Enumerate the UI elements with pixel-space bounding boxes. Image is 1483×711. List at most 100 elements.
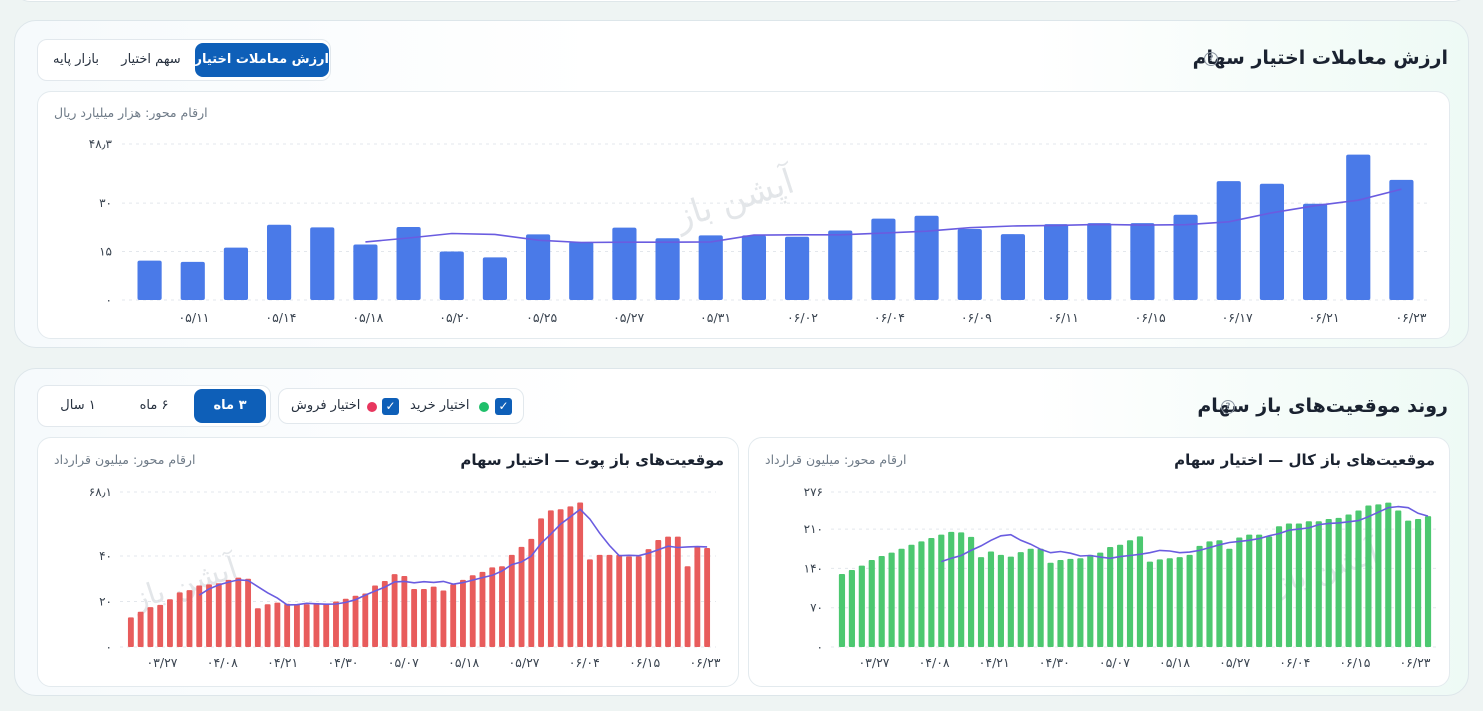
x-tick-label: ۰۶/۲۱ <box>1309 310 1340 325</box>
bar <box>1077 558 1084 647</box>
bar <box>957 228 982 300</box>
help-icon[interactable]: ? <box>1221 400 1235 414</box>
bar <box>264 604 271 647</box>
bar <box>186 590 193 647</box>
bar <box>538 518 545 647</box>
call-legend-label[interactable]: اختیار خرید <box>410 398 470 413</box>
x-tick-label: ۰۵/۱۱ <box>178 310 209 325</box>
x-tick-label: ۰۵/۰۷ <box>388 655 419 670</box>
tab-1-year[interactable]: ۱ سال <box>60 398 96 413</box>
call-dot <box>479 402 489 412</box>
bar <box>1335 517 1342 647</box>
bar <box>450 584 457 647</box>
bar <box>1037 548 1044 647</box>
x-tick-label: ۰۵/۰۷ <box>1099 655 1130 670</box>
y-tick-label: ۱۴۰ <box>804 561 823 575</box>
bar <box>1385 502 1392 647</box>
bar <box>157 604 164 647</box>
bar <box>137 260 162 300</box>
x-tick-label: ۰۴/۰۸ <box>919 655 950 670</box>
y-tick-label: ۱۵ <box>99 245 112 259</box>
bar <box>858 565 865 647</box>
bar <box>616 554 623 647</box>
bar <box>225 579 232 647</box>
bar <box>1285 523 1293 647</box>
bar <box>439 251 464 300</box>
tab-base-market[interactable]: بازار پایه <box>52 52 100 67</box>
put-checkbox[interactable]: ✓ <box>382 398 399 415</box>
bar <box>878 556 885 647</box>
bar <box>1126 540 1134 647</box>
bar <box>469 575 476 647</box>
bar <box>127 617 134 647</box>
bar <box>1196 545 1203 647</box>
bar <box>342 598 349 647</box>
bar <box>1216 181 1241 300</box>
tab-6-months[interactable]: ۶ ماه <box>139 398 169 413</box>
bar <box>1259 183 1285 300</box>
x-tick-label: ۰۶/۲۳ <box>1399 655 1430 670</box>
x-tick-label: ۰۵/۱۸ <box>448 655 479 670</box>
bar <box>1156 559 1163 647</box>
x-tick-label: ۰۵/۱۸ <box>1159 655 1190 670</box>
bar <box>206 584 212 647</box>
bar <box>1305 521 1312 647</box>
bar <box>704 547 711 647</box>
bar <box>1117 544 1124 647</box>
bar <box>303 604 310 647</box>
bar <box>635 556 642 647</box>
tab-options-share[interactable]: سهم اختیار <box>121 52 181 67</box>
x-tick-label: ۰۵/۲۵ <box>526 310 557 325</box>
x-tick-label: ۰۶/۰۴ <box>1279 655 1310 670</box>
put-chart-panel: موقعیت‌های باز پوت — اختیار سهام ارقام م… <box>37 437 739 687</box>
bar <box>420 588 427 647</box>
bar <box>612 227 637 300</box>
bar <box>586 559 593 647</box>
bar <box>626 556 632 647</box>
bar <box>176 592 183 647</box>
y-tick-label: ۲۰ <box>99 594 112 608</box>
bar <box>1325 518 1332 647</box>
bar <box>784 236 810 300</box>
bar <box>1007 556 1014 647</box>
x-tick-label: ۰۶/۰۲ <box>787 310 818 325</box>
x-tick-label: ۰۵/۲۷ <box>613 310 644 325</box>
tab-options-value[interactable]: ارزش معاملات اختیار <box>195 43 329 77</box>
bar <box>440 590 447 647</box>
value-bar-chart: آپشن باز ۰ ۱۵ ۳۰ ۴۸٫۳ ۰۵/۱۱ ۰۵/۱۴ ۰۵/۱۸ ۰۵/۲۰ ۰۵… <box>89 137 1427 325</box>
bar <box>391 574 398 647</box>
axis-unit-note: ارقام محور: هزار میلیارد ریال <box>54 105 208 120</box>
x-tick-label: ۰۳/۲۷ <box>858 655 889 670</box>
x-tick-label: ۰۶/۱۵ <box>629 655 660 670</box>
bar <box>1057 559 1064 647</box>
bar <box>997 554 1004 647</box>
help-icon[interactable]: ? <box>1204 52 1218 66</box>
view-tabs: ارزش معاملات اختیار سهم اختیار بازار پای… <box>37 39 331 81</box>
bar <box>569 241 594 300</box>
call-chart-panel: موقعیت‌های باز کال — اختیار سهام ارقام م… <box>748 437 1450 687</box>
bar <box>1355 510 1362 647</box>
bar <box>655 540 662 647</box>
y-tick-label: ۳۰ <box>99 196 112 210</box>
call-checkbox[interactable]: ✓ <box>495 398 512 415</box>
bar <box>1365 505 1372 647</box>
bar <box>1107 547 1114 647</box>
bar <box>1166 558 1173 647</box>
bar <box>1017 552 1024 647</box>
tab-3-months[interactable]: ۳ ماه <box>194 389 266 423</box>
bar <box>1315 521 1322 647</box>
bar <box>274 602 281 647</box>
range-tabs: ۳ ماه ۶ ماه ۱ سال <box>37 385 271 427</box>
bar <box>645 549 652 647</box>
bar <box>508 554 515 647</box>
bar <box>1275 526 1283 647</box>
put-legend-label[interactable]: اختیار فروش <box>291 398 361 413</box>
bar <box>1087 223 1112 300</box>
moving-average-line <box>941 505 1429 563</box>
bar <box>871 218 896 300</box>
bar <box>684 566 691 647</box>
bar <box>352 595 359 647</box>
bar <box>1346 154 1371 300</box>
bar <box>557 509 564 647</box>
x-tick-label: ۰۶/۰۴ <box>569 655 600 670</box>
